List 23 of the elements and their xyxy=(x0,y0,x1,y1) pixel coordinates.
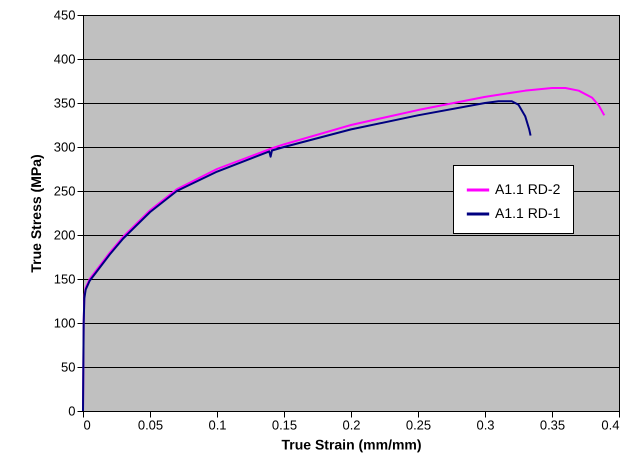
y-tick-label: 250 xyxy=(54,184,76,198)
y-tick-label: 450 xyxy=(54,8,76,22)
y-tick-label: 350 xyxy=(54,96,76,110)
legend-label: A1.1 RD-1 xyxy=(495,205,561,221)
x-tick-label: 0.3 xyxy=(476,418,495,432)
x-tick-label: 0 xyxy=(84,418,91,432)
y-tick-label: 200 xyxy=(54,228,76,242)
y-tick-label: 150 xyxy=(54,272,76,286)
x-tick-label: 0.05 xyxy=(138,418,164,432)
legend-label: A1.1 RD-2 xyxy=(495,181,561,197)
x-tick-label: 0.25 xyxy=(406,418,432,432)
x-tick-label: 0.1 xyxy=(208,418,227,432)
x-tick-label: 0.4 xyxy=(601,418,620,432)
y-tick-label: 300 xyxy=(54,140,76,154)
y-tick-label: 100 xyxy=(54,316,76,330)
x-tick-label: 0.35 xyxy=(540,418,566,432)
y-tick-label: 50 xyxy=(61,360,76,374)
x-tick-label: 0.2 xyxy=(342,418,361,432)
y-tick-label: 400 xyxy=(54,52,76,66)
y-axis-title: True Stress (MPa) xyxy=(28,154,44,273)
x-axis-title: True Strain (mm/mm) xyxy=(281,436,422,452)
x-tick-label: 0.15 xyxy=(272,418,298,432)
y-tick-label: 0 xyxy=(68,404,76,418)
